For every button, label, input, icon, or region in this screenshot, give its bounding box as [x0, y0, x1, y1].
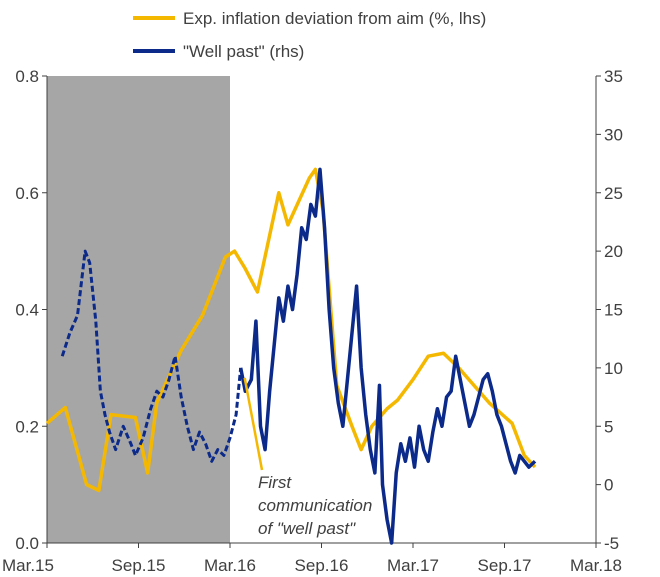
right-tick-label: -5: [604, 534, 619, 553]
series-line-well-past-dashed: [60, 249, 243, 463]
x-tick-label: Mar.17: [387, 556, 439, 575]
annotation-text: First: [258, 473, 292, 492]
right-tick-label: 0: [604, 476, 613, 495]
right-tick-label: 35: [604, 67, 623, 86]
axes-layer: 0.0 0.2 0.4 0.6 0.8 -5 0 5 10 15 20 25 30 35 Mar.15 Sep…: [2, 67, 623, 575]
left-tick-label: 0.4: [15, 301, 39, 320]
legend-label: "Well past" (rhs): [183, 42, 304, 61]
right-tick-label: 20: [604, 242, 623, 261]
left-tick-label: 0.0: [15, 534, 39, 553]
annotation-text: communication: [258, 496, 372, 515]
right-tick-label: 5: [604, 417, 613, 436]
shaded-region-layer: [47, 76, 230, 543]
annotation-pointer: [243, 377, 264, 471]
right-tick-label: 15: [604, 301, 623, 320]
annotation-layer: First communication of "well past": [243, 377, 372, 538]
left-tick-label: 0.2: [15, 417, 39, 436]
series-line-well-past: [238, 167, 537, 545]
legend-label: Exp. inflation deviation from aim (%, lh…: [183, 9, 486, 28]
right-tick-label: 25: [604, 184, 623, 203]
annotation-text: of "well past": [258, 519, 356, 538]
shaded-region: [47, 76, 230, 543]
right-tick-label: 30: [604, 125, 623, 144]
series-line-inflation: [45, 167, 537, 493]
legend: Exp. inflation deviation from aim (%, lh…: [133, 9, 486, 61]
x-tick-label: Mar.18: [570, 556, 622, 575]
x-tick-label: Sep.15: [112, 556, 166, 575]
x-tick-label: Mar.15: [2, 556, 54, 575]
x-tick-label: Sep.17: [478, 556, 532, 575]
right-tick-label: 10: [604, 359, 623, 378]
left-tick-label: 0.8: [15, 67, 39, 86]
x-tick-label: Mar.16: [204, 556, 256, 575]
series-layer: [45, 167, 537, 545]
left-tick-label: 0.6: [15, 184, 39, 203]
x-tick-label: Sep.16: [295, 556, 349, 575]
